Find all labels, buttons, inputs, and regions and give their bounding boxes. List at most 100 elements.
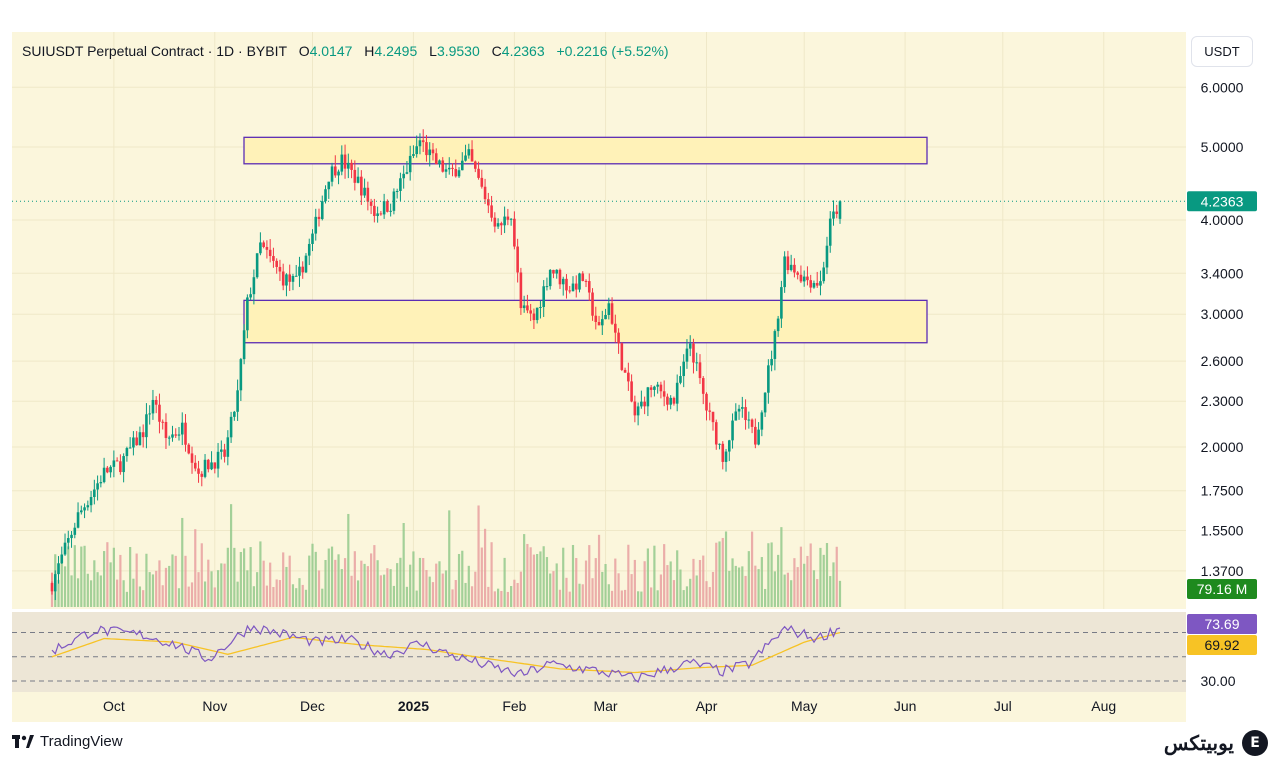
volume-bar bbox=[529, 547, 532, 607]
volume-bar bbox=[689, 578, 692, 607]
candle-body bbox=[73, 527, 77, 535]
candle-body bbox=[734, 411, 738, 421]
price-tick-label: 4.0000 bbox=[1201, 212, 1244, 228]
volume-bar bbox=[435, 563, 438, 607]
candle-body bbox=[607, 303, 611, 315]
brand-logo: یوبیتکس E bbox=[1164, 730, 1268, 756]
volume-bar bbox=[454, 580, 457, 607]
volume-bar bbox=[89, 580, 93, 607]
volume-bar bbox=[63, 566, 67, 607]
volume-bar bbox=[633, 559, 636, 607]
volume-bar bbox=[555, 563, 558, 607]
volume-bar bbox=[549, 573, 552, 607]
candle-body bbox=[161, 421, 165, 423]
candle-body bbox=[206, 459, 210, 470]
candle-body bbox=[692, 343, 695, 363]
candle-body bbox=[249, 294, 252, 298]
tradingview-logo[interactable]: TradingView bbox=[12, 733, 123, 750]
candle-body bbox=[119, 461, 122, 473]
volume-bar bbox=[340, 569, 343, 607]
volume-bar bbox=[581, 584, 584, 607]
volume-bar bbox=[405, 586, 409, 607]
candle-body bbox=[395, 190, 399, 192]
volume-bar bbox=[523, 534, 526, 607]
candle-body bbox=[838, 201, 842, 219]
time-axis: Oct Nov Dec 2025 Feb Mar Apr May Jun Jul Aug bbox=[103, 698, 1116, 714]
candle-body bbox=[229, 416, 233, 438]
candle-body bbox=[343, 154, 347, 169]
candle-body bbox=[278, 266, 282, 272]
price-tick-label: 6.0000 bbox=[1201, 79, 1244, 95]
support-zone bbox=[243, 299, 928, 344]
volume-bar bbox=[653, 545, 656, 607]
candle-body bbox=[597, 322, 601, 326]
volume-bar bbox=[308, 555, 311, 607]
volume-bar bbox=[679, 569, 682, 607]
candle-body bbox=[747, 419, 751, 421]
volume-bar bbox=[353, 551, 356, 607]
volume-bar bbox=[803, 563, 806, 607]
volume-bar bbox=[676, 550, 679, 607]
candle-body bbox=[53, 574, 57, 592]
volume-bar bbox=[601, 571, 604, 607]
candle-body bbox=[464, 155, 467, 161]
volume-bar bbox=[715, 542, 718, 607]
volume-bar bbox=[816, 579, 819, 607]
candle-body bbox=[669, 397, 672, 405]
volume-bar bbox=[799, 546, 803, 607]
volume-bar bbox=[396, 563, 399, 607]
candle-body bbox=[705, 393, 708, 411]
time-tick-label: Feb bbox=[502, 698, 526, 714]
candle-body bbox=[135, 437, 138, 446]
candle-body bbox=[467, 149, 471, 156]
candle-body bbox=[744, 407, 747, 421]
volume-bar bbox=[57, 579, 60, 607]
currency-unit-button[interactable]: USDT bbox=[1191, 36, 1253, 67]
candle-body bbox=[50, 583, 54, 592]
candle-body bbox=[682, 361, 686, 377]
candle-body bbox=[444, 169, 448, 172]
volume-bar bbox=[197, 572, 200, 607]
time-tick-label: Jun bbox=[894, 698, 917, 714]
volume-bar bbox=[409, 564, 412, 607]
volume-bar bbox=[741, 566, 744, 607]
volume-bar bbox=[321, 588, 324, 607]
rsi-ma-line bbox=[51, 631, 841, 674]
price-axis-panel bbox=[1186, 32, 1268, 722]
candle-body bbox=[431, 149, 435, 154]
candle-body bbox=[320, 201, 324, 220]
candle-body bbox=[132, 437, 135, 448]
volume-bar bbox=[493, 591, 496, 607]
candle-body bbox=[447, 167, 451, 170]
volume-bar bbox=[399, 557, 402, 607]
volume-bar bbox=[285, 566, 288, 607]
volume-bar bbox=[737, 567, 741, 607]
volume-bar bbox=[337, 554, 340, 607]
volume-bar bbox=[334, 559, 337, 607]
candle-body bbox=[509, 218, 513, 220]
candle-body bbox=[633, 401, 637, 416]
candle-body bbox=[363, 187, 366, 196]
candle-body bbox=[379, 213, 383, 215]
price-tick-label: 1.3700 bbox=[1201, 563, 1244, 579]
candle-body bbox=[695, 362, 699, 364]
time-tick-label: May bbox=[791, 698, 817, 714]
candle-body bbox=[291, 276, 295, 282]
candle-body bbox=[154, 399, 158, 405]
candle-body bbox=[246, 297, 249, 331]
candle-body bbox=[102, 467, 106, 483]
volume-bar bbox=[343, 558, 347, 607]
volume-bar bbox=[363, 563, 366, 607]
candle-body bbox=[171, 434, 174, 438]
candle-body bbox=[584, 280, 588, 282]
volume-bar bbox=[174, 555, 177, 607]
volume-bar bbox=[425, 570, 428, 607]
volume-bar bbox=[243, 548, 246, 607]
volume-bar bbox=[526, 543, 529, 607]
candle-body bbox=[272, 256, 275, 261]
candle-body bbox=[561, 278, 565, 285]
volume-bar bbox=[496, 588, 500, 607]
candle-body bbox=[767, 365, 770, 393]
candle-body bbox=[754, 426, 757, 445]
volume-bar bbox=[747, 551, 750, 607]
